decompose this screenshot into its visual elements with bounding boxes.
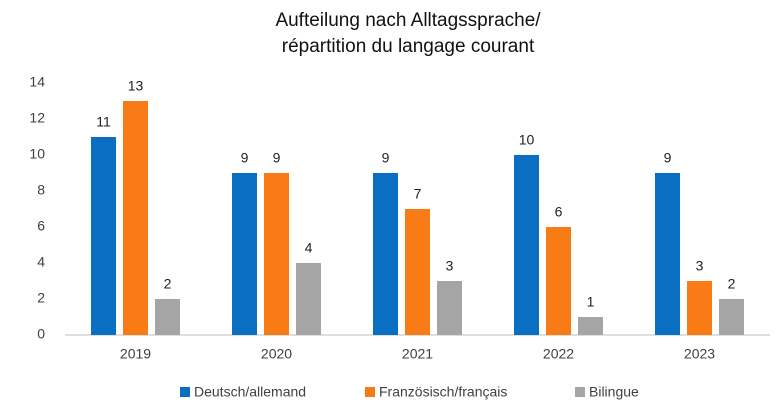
y-tick-label: 10	[29, 146, 45, 162]
data-label: 1	[587, 294, 595, 310]
y-tick-label: 8	[37, 182, 45, 198]
bar	[123, 101, 148, 335]
bar	[546, 227, 571, 335]
y-tick-label: 12	[29, 110, 45, 126]
data-label: 9	[664, 150, 672, 166]
legend-swatch	[180, 387, 190, 397]
y-tick-label: 14	[29, 74, 45, 90]
bar	[578, 317, 603, 335]
x-tick-label: 2021	[402, 346, 433, 362]
bar	[373, 173, 398, 335]
data-label: 11	[96, 114, 111, 130]
data-label: 9	[382, 150, 390, 166]
data-label: 7	[414, 186, 422, 202]
legend-swatch	[365, 387, 375, 397]
data-label: 2	[728, 276, 736, 292]
data-label: 3	[446, 258, 454, 274]
bar	[514, 155, 539, 335]
bar	[296, 263, 321, 335]
chart-title: Aufteilung nach Alltagssprache/	[275, 10, 541, 31]
x-tick-label: 2020	[261, 346, 292, 362]
bar	[232, 173, 257, 335]
bar	[155, 299, 180, 335]
legend-label: Deutsch/allemand	[194, 384, 306, 400]
legend-label: Französisch/français	[379, 384, 507, 400]
bar	[91, 137, 116, 335]
y-tick-label: 6	[37, 218, 45, 234]
bar	[405, 209, 430, 335]
data-label: 13	[128, 78, 144, 94]
x-tick-label: 2023	[684, 346, 715, 362]
data-label: 9	[273, 150, 281, 166]
data-label: 6	[555, 204, 563, 220]
chart-title: répartition du langage courant	[282, 36, 535, 57]
data-label: 4	[305, 240, 313, 256]
x-tick-label: 2022	[543, 346, 574, 362]
data-label: 9	[241, 150, 249, 166]
bar	[687, 281, 712, 335]
y-tick-label: 2	[37, 290, 45, 306]
bar	[655, 173, 680, 335]
data-label: 2	[164, 276, 172, 292]
bar	[719, 299, 744, 335]
data-label: 3	[696, 258, 704, 274]
legend-swatch	[575, 387, 585, 397]
y-tick-label: 0	[37, 326, 45, 342]
x-tick-label: 2019	[120, 346, 151, 362]
data-label: 10	[519, 132, 535, 148]
y-tick-label: 4	[37, 254, 45, 270]
bar	[437, 281, 462, 335]
bar	[264, 173, 289, 335]
legend-label: Bilingue	[589, 384, 639, 400]
